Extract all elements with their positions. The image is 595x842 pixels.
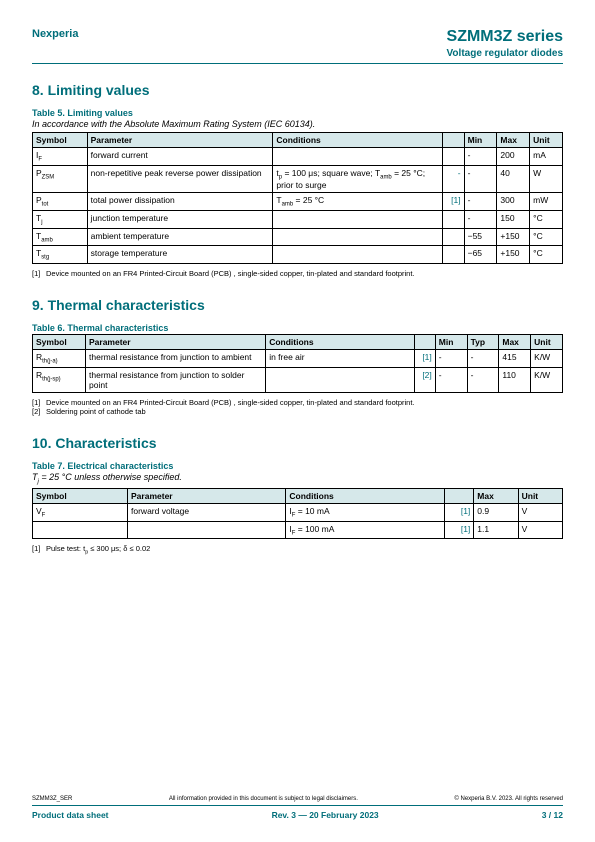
- table-7-note: Tj = 25 °C unless otherwise specified.: [32, 472, 563, 485]
- table-6-footnote-1: [1]Device mounted on an FR4 Printed-Circ…: [32, 398, 563, 408]
- table-5-footnote: [1]Device mounted on an FR4 Printed-Circ…: [32, 269, 563, 279]
- table-6-caption: Table 6. Thermal characteristics: [32, 323, 563, 333]
- section-10-title: 10. Characteristics: [32, 435, 563, 451]
- table-5-caption: Table 5. Limiting values: [32, 108, 563, 118]
- table-7: SymbolParameterConditionsMaxUnit VFforwa…: [32, 488, 563, 539]
- table-7-caption: Table 7. Electrical characteristics: [32, 461, 563, 471]
- table-5-note: In accordance with the Absolute Maximum …: [32, 119, 563, 129]
- footer-doc-type: Product data sheet: [32, 810, 109, 820]
- product-subtitle: Voltage regulator diodes: [32, 48, 563, 59]
- header-divider: [32, 63, 563, 64]
- table-6: SymbolParameterConditionsMinTypMaxUnit R…: [32, 334, 563, 393]
- footer-revision: Rev. 3 — 20 February 2023: [272, 810, 379, 820]
- table-7-footnote: [1]Pulse test: tp ≤ 300 μs; δ ≤ 0.02: [32, 544, 563, 556]
- section-8-title: 8. Limiting values: [32, 82, 563, 98]
- company-name: Nexperia: [32, 28, 78, 40]
- footer-page-number: 3 / 12: [542, 810, 563, 820]
- section-9-title: 9. Thermal characteristics: [32, 297, 563, 313]
- product-title: SZMM3Z series: [447, 28, 563, 46]
- table-5: SymbolParameterConditionsMinMaxUnit IFfo…: [32, 132, 563, 264]
- footer-doc-id: SZMM3Z_SER: [32, 796, 72, 802]
- footer-disclaimer: All information provided in this documen…: [169, 796, 358, 802]
- page-footer: SZMM3Z_SER All information provided in t…: [32, 796, 563, 820]
- table-6-footnote-2: [2]Soldering point of cathode tab: [32, 407, 563, 417]
- footer-copyright: © Nexperia B.V. 2023. All rights reserve…: [454, 796, 563, 802]
